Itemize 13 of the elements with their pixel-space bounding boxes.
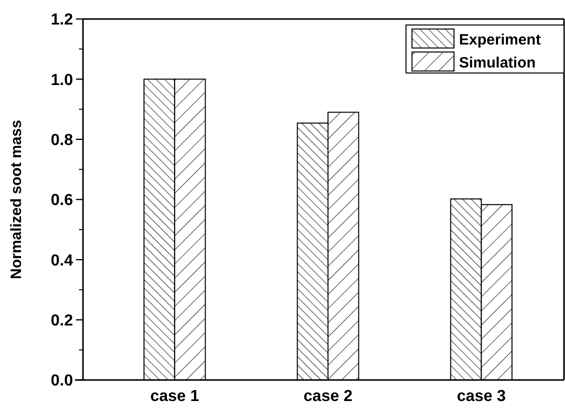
legend-label: Experiment: [459, 31, 541, 48]
y-tick-label: 0.2: [50, 312, 74, 330]
y-tick-label: 1.2: [50, 12, 74, 29]
y-tick-label: 0.0: [50, 372, 74, 390]
y-tick-label: 0.6: [50, 192, 74, 210]
x-tick-label: case 2: [304, 388, 353, 405]
y-tick-label: 0.4: [50, 252, 74, 270]
y-tick-label: 0.8: [50, 132, 74, 149]
y-axis-title: Normalized soot mass: [8, 120, 25, 280]
legend-label: Simulation: [459, 54, 536, 72]
x-tick-label: case 1: [150, 388, 200, 405]
y-tick-label: 1.0: [50, 72, 74, 89]
x-tick-label: case 3: [456, 388, 506, 405]
